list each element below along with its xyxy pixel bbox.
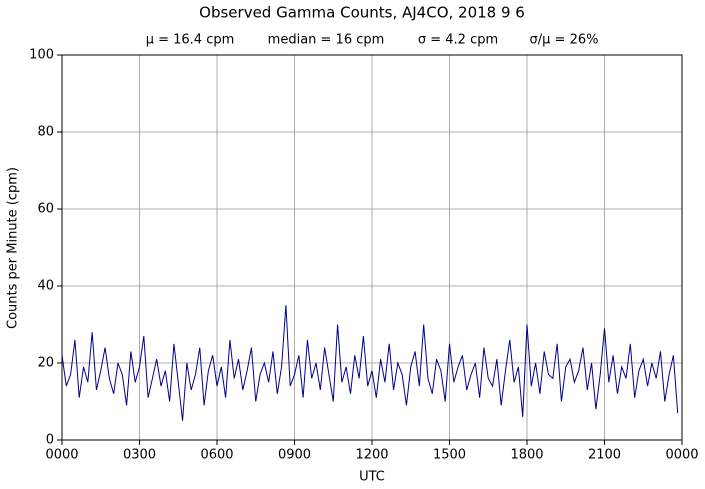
x-tick-label: 2100 bbox=[588, 448, 621, 463]
y-tick-label: 60 bbox=[37, 202, 54, 217]
stat-sigma: σ = 4.2 cpm bbox=[418, 33, 498, 48]
chart-title: Observed Gamma Counts, AJ4CO, 2018 9 6 bbox=[199, 4, 525, 22]
x-tick-label: 0900 bbox=[278, 448, 311, 463]
stat-median: median = 16 cpm bbox=[268, 33, 385, 48]
x-tick-label: 1200 bbox=[355, 448, 388, 463]
y-tick-label: 100 bbox=[29, 48, 54, 63]
x-tick-label: 1800 bbox=[510, 448, 543, 463]
data-line bbox=[61, 305, 679, 421]
stat-mean: μ = 16.4 cpm bbox=[146, 33, 235, 48]
x-tick-label: 1500 bbox=[433, 448, 466, 463]
x-tick-label: 0600 bbox=[200, 448, 233, 463]
y-axis-label: Counts per Minute (cpm) bbox=[6, 167, 21, 329]
stat-ratio: σ/μ = 26% bbox=[530, 33, 599, 48]
x-axis-label: UTC bbox=[359, 470, 385, 485]
y-tick-label: 20 bbox=[37, 356, 54, 371]
y-tick-label: 80 bbox=[37, 125, 54, 140]
x-tick-label: 0000 bbox=[45, 448, 78, 463]
y-tick-label: 40 bbox=[37, 279, 54, 294]
x-tick-label: 0000 bbox=[665, 448, 698, 463]
y-tick-label: 0 bbox=[46, 433, 54, 448]
plot-frame bbox=[61, 54, 683, 441]
x-tick-label: 0300 bbox=[123, 448, 156, 463]
